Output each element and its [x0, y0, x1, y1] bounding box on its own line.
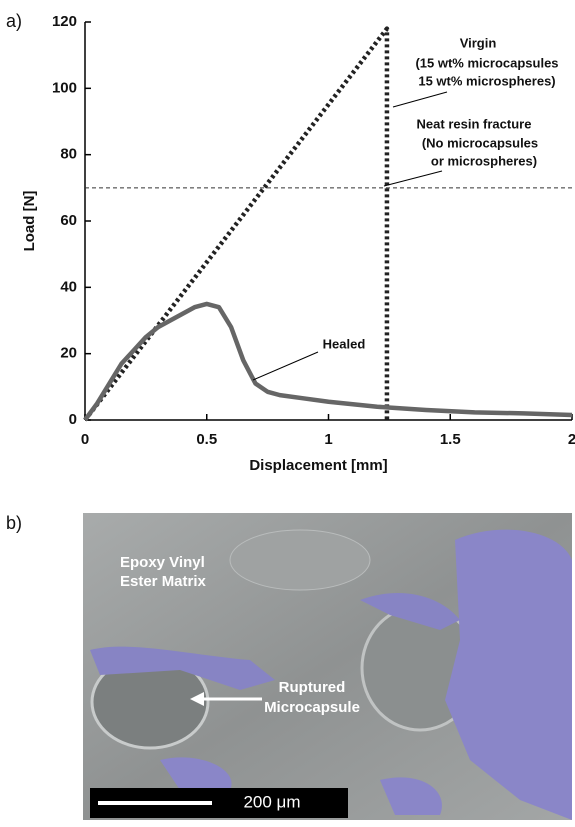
x-axis-label: Displacement [mm] [249, 457, 387, 474]
panel-label: b) [6, 513, 22, 533]
annotation: (15 wt% microcapsules [415, 55, 558, 70]
y-tick-label: 120 [52, 13, 77, 30]
image-label: Ester Matrix [120, 573, 207, 590]
annotation: (No microcapsules [422, 135, 538, 150]
leader-line [252, 351, 319, 381]
y-tick-label: 80 [60, 146, 77, 163]
panel-label: a) [6, 11, 22, 31]
leader-line [383, 170, 443, 187]
series-line [83, 301, 573, 422]
annotation: Healed [323, 336, 366, 351]
series-line [83, 26, 390, 422]
stain [90, 646, 275, 690]
y-tick-label: 40 [60, 278, 77, 295]
arrow-head [190, 692, 204, 706]
x-tick-label: 1.5 [440, 431, 461, 448]
stain [160, 757, 232, 790]
stain [360, 592, 460, 630]
scale-bar-label: 200 μm [243, 792, 300, 811]
chart: 0 20 40 60 80 100 120 0 0.5 1 1.5 2 Displacement [mm… [21, 13, 575, 474]
x-tick-label: 0 [81, 431, 89, 448]
stain [445, 529, 572, 820]
image-label: Microcapsule [264, 699, 360, 716]
x-tick-label: 1 [324, 431, 332, 448]
annotation: Neat resin fracture [417, 116, 532, 131]
annotation: Virgin [460, 35, 497, 50]
annotation: 15 wt% microspheres) [418, 73, 555, 88]
stain [380, 777, 442, 815]
leader-line [392, 91, 448, 108]
image-label: Epoxy Vinyl [120, 554, 205, 571]
y-tick-label: 100 [52, 79, 77, 96]
micrograph: Epoxy Vinyl Ester Matrix Ruptured Microc… [83, 513, 572, 820]
image-label: Ruptured [279, 679, 346, 696]
x-tick-label: 2 [568, 431, 575, 448]
y-tick-label: 60 [60, 212, 77, 229]
x-tick-label: 0.5 [196, 431, 217, 448]
y-axis-label: Load [N] [21, 191, 38, 252]
texture [229, 529, 371, 591]
annotation: or microspheres) [431, 153, 537, 168]
y-tick-label: 20 [60, 345, 77, 362]
y-tick-label: 0 [69, 411, 77, 428]
